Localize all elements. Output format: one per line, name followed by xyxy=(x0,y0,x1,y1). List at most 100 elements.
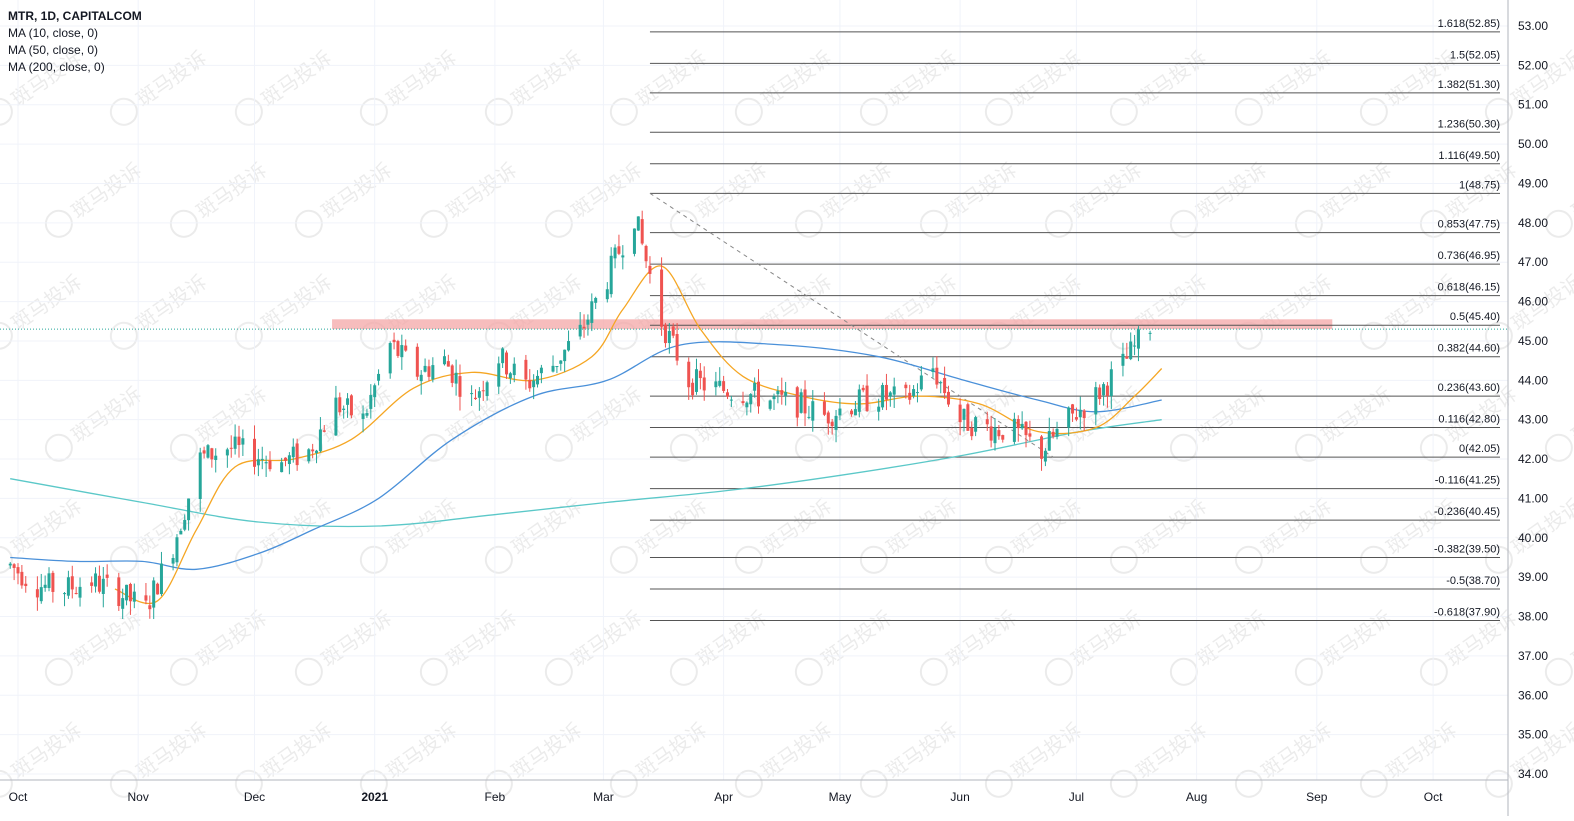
candle-down xyxy=(671,326,675,336)
watermark: 斑马投诉 xyxy=(1169,382,1271,462)
candle-up xyxy=(377,373,381,381)
candle-down xyxy=(35,589,39,598)
watermark-logo-icon xyxy=(1419,657,1448,686)
watermark-logo-icon xyxy=(794,433,823,462)
candle-up xyxy=(605,289,609,300)
candle-up xyxy=(388,343,392,374)
candle-up xyxy=(784,391,788,396)
fib-level-label: -0.116(41.25) xyxy=(1435,475,1500,487)
fib-level-label: 1.5(52.05) xyxy=(1450,49,1500,61)
candle-up xyxy=(1094,387,1098,415)
resistance-zone-layer xyxy=(0,319,1508,330)
candle-up xyxy=(834,415,838,430)
candle-up xyxy=(442,356,446,365)
candle-down xyxy=(884,384,888,400)
watermark-logo-icon xyxy=(1109,545,1138,574)
watermark-text: 斑马投诉 xyxy=(817,606,896,672)
candle-up xyxy=(152,580,156,608)
candle-down xyxy=(985,419,989,425)
watermark-logo-icon xyxy=(0,769,13,798)
candle-up xyxy=(1067,407,1071,428)
fib-level-label: 1.382(51.30) xyxy=(1438,79,1500,91)
candle-down xyxy=(943,377,947,394)
candle-up xyxy=(551,365,555,372)
watermark-logo-icon xyxy=(294,657,323,686)
watermark-text: 斑马投诉 xyxy=(1067,606,1146,672)
watermark-logo-icon xyxy=(984,545,1013,574)
watermark: 斑马投诉 xyxy=(544,382,646,462)
watermark: 斑马投诉 xyxy=(609,718,711,798)
watermark-text: 斑马投诉 xyxy=(1132,46,1211,112)
x-tick-label: Oct xyxy=(9,790,28,804)
legend-title: MTR, 1D, CAPITALCOM xyxy=(8,9,142,23)
watermark-logo-icon xyxy=(609,545,638,574)
watermark-text: 斑马投诉 xyxy=(1007,46,1086,112)
watermark-text: 斑马投诉 xyxy=(317,382,396,448)
watermark-logo-icon xyxy=(1359,545,1388,574)
watermark-text: 斑马投诉 xyxy=(67,606,146,672)
grid-layer xyxy=(0,0,1508,780)
candle-up xyxy=(1047,431,1051,451)
candle-up xyxy=(931,368,935,372)
candle-down xyxy=(757,381,761,407)
candle-up xyxy=(632,228,636,254)
watermark-text: 斑马投诉 xyxy=(507,718,586,784)
x-tick-label: Dec xyxy=(244,790,265,804)
watermark: 斑马投诉 xyxy=(734,46,836,126)
watermark: 斑马投诉 xyxy=(1044,158,1146,238)
y-tick-label: 52.00 xyxy=(1518,58,1548,72)
candle-down xyxy=(725,392,729,397)
candle-up xyxy=(1133,345,1137,347)
candle-down xyxy=(687,361,691,388)
candle-down xyxy=(458,376,462,397)
watermark-text: 斑马投诉 xyxy=(567,158,646,224)
watermark: 斑马投诉 xyxy=(609,46,711,126)
candle-down xyxy=(644,245,648,262)
watermark: 斑马投诉 xyxy=(984,494,1086,574)
watermark: 斑马投诉 xyxy=(984,46,1086,126)
candle-up xyxy=(101,578,105,594)
candle-down xyxy=(803,389,807,414)
watermark-text: 斑马投诉 xyxy=(942,606,1021,672)
candle-up xyxy=(501,348,505,364)
watermark-text: 斑马投诉 xyxy=(382,494,461,560)
watermark: 斑马投诉 xyxy=(794,606,896,686)
candle-up xyxy=(536,375,540,385)
watermark-logo-icon xyxy=(484,769,513,798)
watermark-logo-icon xyxy=(669,657,698,686)
watermark: 斑马投诉 xyxy=(1169,606,1271,686)
candle-down xyxy=(780,390,784,395)
candle-up xyxy=(287,455,291,465)
candle-down xyxy=(20,571,24,586)
candle-up xyxy=(159,563,163,595)
candle-up xyxy=(256,459,260,466)
watermark: 斑马投诉 xyxy=(169,606,271,686)
watermark-text: 斑马投诉 xyxy=(1132,718,1211,784)
watermark-text: 斑马投诉 xyxy=(632,718,711,784)
candle-up xyxy=(563,349,567,362)
candle-down xyxy=(311,449,315,452)
watermark-layer: 斑马投诉 斑马投诉 斑马投诉 斑马投诉 斑马投诉 斑马投诉 斑马投诉 斑马投诉 斑马投诉 斑马投诉… xyxy=(0,46,1574,798)
watermark-logo-icon xyxy=(0,545,13,574)
candle-down xyxy=(698,370,702,379)
ma50-line xyxy=(10,341,1162,571)
candle-down xyxy=(70,576,74,590)
candle-up xyxy=(621,255,625,258)
candle-down xyxy=(1125,356,1129,359)
candle-up xyxy=(776,390,780,395)
fib-level-label: 0(42.05) xyxy=(1459,443,1500,455)
fib-level-label: -0.5(38.70) xyxy=(1446,575,1500,587)
fib-trendline xyxy=(649,192,1054,458)
watermark: 斑马投诉 xyxy=(359,46,461,126)
watermark-logo-icon xyxy=(359,545,388,574)
watermark: 斑马投诉 xyxy=(234,46,336,126)
watermark: 斑马投诉 xyxy=(359,494,461,574)
x-tick-label: Mar xyxy=(593,790,614,804)
watermark: 斑马投诉 xyxy=(484,46,586,126)
candle-down xyxy=(322,430,326,432)
candle-up xyxy=(594,297,598,303)
watermark-text: 斑马投诉 xyxy=(7,718,86,784)
watermark-text: 斑马投诉 xyxy=(442,606,521,672)
